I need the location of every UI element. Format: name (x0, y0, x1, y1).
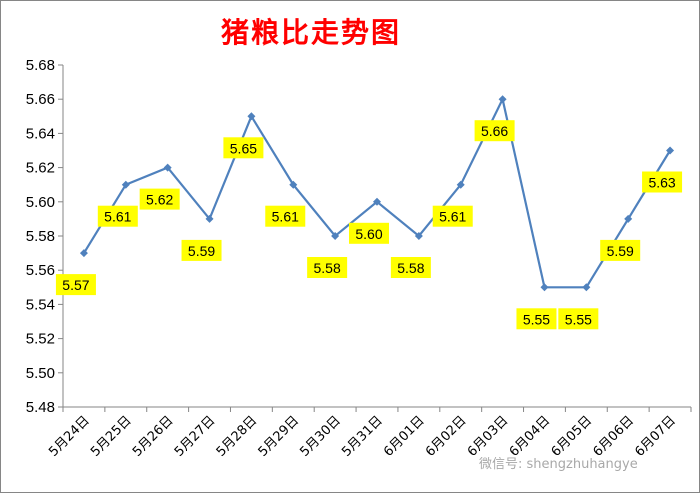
data-label-box (474, 120, 515, 142)
data-label-box (139, 188, 180, 210)
data-label-box (265, 205, 306, 227)
data-point (121, 180, 130, 189)
y-tick-label: 5.50 (26, 365, 55, 382)
data-label-box (642, 171, 683, 193)
data-label: 5.61 (439, 209, 466, 225)
data-label-box (181, 239, 222, 261)
y-tick-label: 5.48 (26, 399, 55, 416)
y-tick-label: 5.60 (26, 194, 55, 211)
chart-title: 猪粮比走势图 (220, 16, 401, 49)
data-label-box (97, 205, 138, 227)
data-point (582, 283, 591, 292)
x-tick-label: 6月02日 (423, 413, 470, 460)
data-point (498, 95, 507, 104)
data-label: 5.57 (62, 277, 89, 293)
data-point (456, 180, 465, 189)
data-label-box (55, 274, 96, 296)
y-tick-label: 5.52 (26, 331, 55, 348)
y-tick-label: 5.64 (26, 125, 55, 142)
data-label: 5.66 (481, 123, 508, 139)
data-point (414, 232, 423, 240)
y-tick-label: 5.54 (26, 296, 55, 313)
x-tick-label: 5月31日 (339, 413, 386, 460)
x-tick-label: 6月07日 (632, 413, 679, 460)
data-label: 5.62 (146, 192, 173, 208)
x-tick-label: 5月29日 (256, 413, 303, 460)
x-tick-label: 5月27日 (172, 413, 219, 460)
data-point (205, 214, 214, 223)
data-label-box (307, 257, 348, 278)
data-label: 5.58 (397, 260, 424, 276)
data-point (373, 197, 381, 206)
y-tick-label: 5.58 (26, 228, 55, 245)
y-tick-label: 5.66 (26, 91, 55, 108)
data-point (624, 214, 633, 223)
data-label: 5.61 (104, 209, 131, 225)
data-label-box (223, 137, 264, 159)
data-label-box (516, 308, 557, 330)
data-point (289, 180, 298, 189)
x-tick-label: 5月28日 (214, 413, 261, 460)
data-point (163, 163, 172, 172)
data-label-box (349, 222, 389, 244)
watermark: 微信号: shengzhuhangye (479, 457, 638, 472)
x-tick-label: 6月01日 (381, 413, 428, 460)
x-tick-label: 5月25日 (88, 413, 135, 460)
data-label-box (600, 239, 641, 261)
data-point (79, 249, 88, 258)
data-label: 5.60 (355, 226, 382, 242)
data-label: 5.61 (272, 209, 299, 225)
data-label-box (432, 205, 473, 227)
x-tick-label: 5月30日 (297, 413, 344, 460)
data-label: 5.55 (523, 311, 550, 327)
data-point (540, 283, 549, 292)
data-label: 5.59 (607, 243, 634, 259)
data-label: 5.55 (565, 311, 592, 327)
x-tick-label: 5月26日 (130, 413, 177, 460)
y-tick-label: 5.62 (26, 160, 55, 177)
data-point (247, 112, 256, 121)
data-label-box (558, 308, 599, 330)
data-label: 5.59 (188, 243, 215, 259)
data-label: 5.58 (314, 260, 341, 276)
y-tick-label: 5.68 (26, 57, 55, 74)
data-label: 5.63 (648, 175, 675, 191)
data-point (331, 232, 340, 240)
x-tick-label: 5月24日 (46, 413, 93, 460)
y-tick-label: 5.56 (26, 262, 55, 279)
data-label-box (390, 257, 431, 278)
data-point (666, 146, 675, 155)
data-label: 5.65 (230, 140, 257, 156)
